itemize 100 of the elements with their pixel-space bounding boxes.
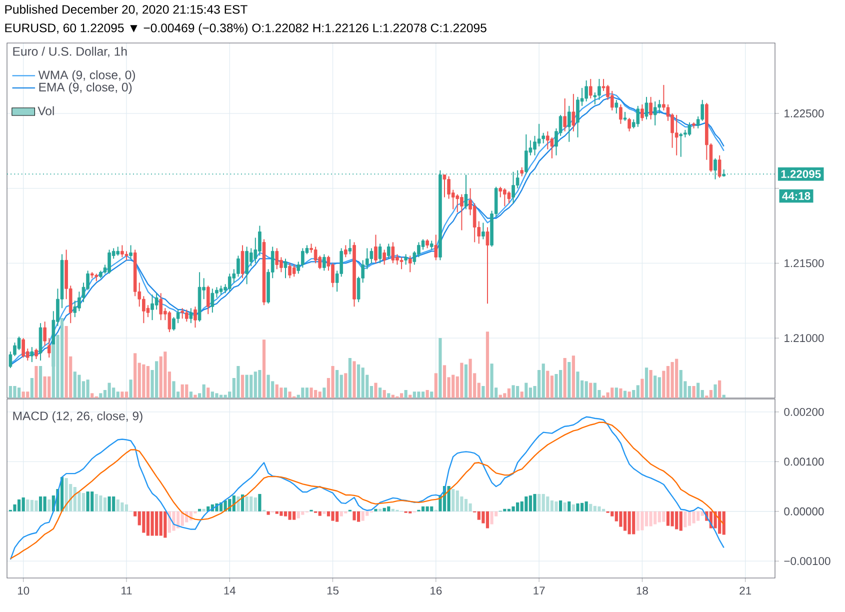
y-tick-label: 0.00100 xyxy=(784,458,824,466)
candlestick xyxy=(47,338,51,358)
bar xyxy=(421,392,425,398)
bar xyxy=(180,384,184,398)
bar xyxy=(284,388,288,398)
bar xyxy=(301,511,304,515)
bar xyxy=(305,388,309,398)
bar xyxy=(310,388,313,398)
bar xyxy=(322,388,326,398)
bar xyxy=(632,511,636,534)
bar xyxy=(649,370,652,398)
bar xyxy=(430,392,434,398)
bar xyxy=(400,393,404,398)
candlestick xyxy=(674,114,678,156)
candlestick xyxy=(498,186,502,198)
bar xyxy=(116,392,120,398)
candlestick xyxy=(408,255,412,273)
candlestick xyxy=(228,273,232,292)
candlestick xyxy=(129,244,132,260)
bar xyxy=(236,366,240,398)
bar xyxy=(250,496,253,512)
bar xyxy=(438,338,442,398)
bar xyxy=(654,511,657,524)
bar xyxy=(421,506,425,512)
bar xyxy=(387,393,390,398)
bar xyxy=(280,388,283,398)
candlestick xyxy=(322,254,326,272)
candlestick xyxy=(456,194,460,213)
bar xyxy=(26,499,30,512)
x-tick-label: 16 xyxy=(430,586,442,595)
candlestick xyxy=(486,226,490,304)
candlestick xyxy=(588,78,592,99)
bar xyxy=(636,385,640,398)
bar xyxy=(336,370,339,398)
bar xyxy=(280,511,283,516)
bar xyxy=(692,386,696,398)
bar xyxy=(477,511,480,520)
bar xyxy=(344,373,348,398)
candlestick xyxy=(542,132,546,144)
bar xyxy=(602,508,606,512)
bar xyxy=(576,503,580,512)
bar xyxy=(692,511,696,524)
bar xyxy=(275,511,278,514)
bar xyxy=(464,498,468,512)
y-tick-label: 0.00200 xyxy=(784,408,824,416)
bar xyxy=(426,506,429,512)
bar xyxy=(322,511,326,514)
bar xyxy=(64,478,68,512)
bar xyxy=(361,368,364,398)
bar xyxy=(224,394,227,398)
bar xyxy=(250,374,253,398)
legend-label: EMA (9, close, 0) xyxy=(39,82,132,94)
bar xyxy=(442,365,446,398)
text: EURUSD, 60 1.22095 ▼ −0.00469 (−0.38%) O:1.22082 H:1.22126 L:1.22078 C:1.22095 xyxy=(5,23,486,35)
bar xyxy=(512,385,515,398)
candlestick xyxy=(30,346,34,363)
bar xyxy=(194,394,197,398)
candlestick xyxy=(700,99,704,122)
bar xyxy=(30,378,34,398)
bar xyxy=(378,388,382,398)
text: 44:18 xyxy=(782,192,810,200)
candlestick xyxy=(421,238,425,250)
bar xyxy=(60,318,64,398)
candlestick xyxy=(688,122,692,136)
bar xyxy=(48,499,51,512)
bar xyxy=(245,374,248,398)
bar xyxy=(219,394,223,398)
bar xyxy=(572,356,575,398)
bar xyxy=(670,362,674,398)
bar xyxy=(134,353,137,398)
bar xyxy=(417,392,420,398)
bar xyxy=(189,392,192,398)
bar xyxy=(245,496,248,512)
bar xyxy=(456,490,459,512)
bar xyxy=(576,372,580,398)
bar xyxy=(722,394,726,398)
bar xyxy=(670,511,674,526)
bar xyxy=(507,508,511,512)
candlestick xyxy=(718,154,722,178)
bar xyxy=(288,511,292,520)
bar xyxy=(164,511,167,538)
bar xyxy=(38,366,42,398)
bar xyxy=(361,511,364,521)
bar xyxy=(26,392,30,398)
bar xyxy=(142,511,146,533)
candlestick xyxy=(391,242,395,264)
bar xyxy=(48,376,51,398)
bar xyxy=(275,384,278,398)
bar xyxy=(352,511,356,520)
bar xyxy=(628,511,631,534)
bar xyxy=(116,499,120,512)
candlestick xyxy=(628,117,631,132)
bar xyxy=(623,390,627,398)
bar xyxy=(215,393,218,398)
bar xyxy=(644,368,648,398)
x-tick-label: 18 xyxy=(636,586,648,595)
x-tick-label: 14 xyxy=(224,586,236,594)
bar xyxy=(503,508,506,512)
bar xyxy=(94,494,98,512)
bar xyxy=(507,388,511,398)
